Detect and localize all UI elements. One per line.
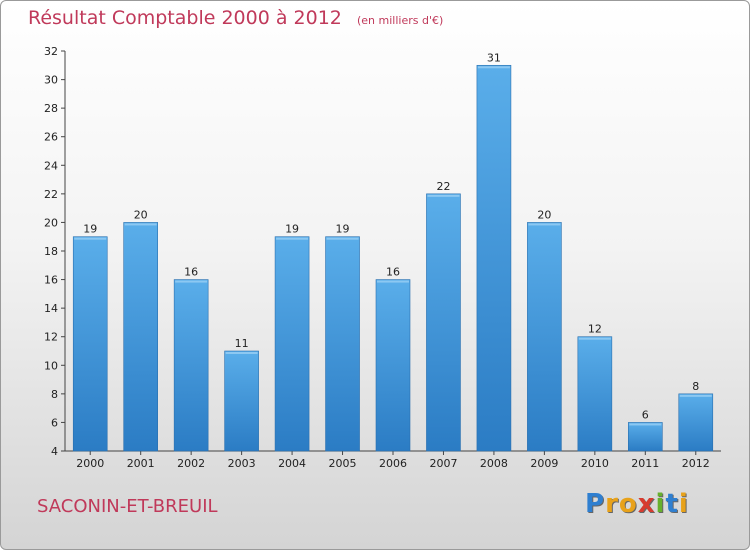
proxiti-logo: Proxiti xyxy=(585,489,689,519)
x-tick-label: 2003 xyxy=(228,457,256,470)
x-tick-label: 2010 xyxy=(581,457,609,470)
bar xyxy=(527,222,562,452)
bar xyxy=(628,422,663,452)
y-tick-label: 24 xyxy=(44,159,58,172)
bar-highlight xyxy=(124,223,157,226)
bar-highlight xyxy=(276,237,309,240)
bar-highlight xyxy=(225,352,258,354)
bar xyxy=(173,279,209,452)
bar xyxy=(476,64,512,452)
x-tick-label: 2011 xyxy=(631,457,659,470)
logo-letter: P xyxy=(585,489,606,519)
y-tick-label: 8 xyxy=(51,388,58,401)
bar-highlight xyxy=(175,280,208,283)
logo-letter: i xyxy=(655,489,666,519)
bar-highlight xyxy=(679,394,712,397)
x-tick-label: 2007 xyxy=(429,457,457,470)
bar-value-label: 19 xyxy=(336,223,350,236)
x-tick-label: 2008 xyxy=(480,457,508,470)
bar xyxy=(274,236,310,452)
logo-letter: t xyxy=(665,489,679,519)
bar-highlight xyxy=(326,237,359,240)
bar xyxy=(325,236,360,452)
bar-highlight xyxy=(578,337,611,340)
bar xyxy=(426,193,461,452)
y-tick-label: 30 xyxy=(44,74,58,87)
y-tick-label: 22 xyxy=(44,188,58,201)
y-tick-label: 10 xyxy=(44,359,58,372)
y-tick-label: 4 xyxy=(51,445,58,458)
bar-highlight xyxy=(528,223,561,226)
bar xyxy=(678,393,714,452)
bar-value-label: 31 xyxy=(487,51,501,64)
bar-value-label: 16 xyxy=(184,266,198,279)
y-tick-label: 32 xyxy=(44,45,58,58)
x-tick-label: 2000 xyxy=(76,457,104,470)
bar-highlight xyxy=(74,237,107,240)
bar-value-label: 12 xyxy=(588,323,602,336)
x-tick-label: 2009 xyxy=(530,457,558,470)
logo-letter: o xyxy=(618,489,638,519)
bar xyxy=(72,236,108,452)
place-name: SACONIN-ET-BREUIL xyxy=(37,496,218,517)
y-tick-label: 18 xyxy=(44,245,58,258)
y-tick-label: 28 xyxy=(44,102,58,115)
bar-highlight xyxy=(377,280,409,283)
logo-letter: r xyxy=(605,489,619,519)
bar-value-label: 6 xyxy=(642,408,649,421)
y-tick-label: 16 xyxy=(44,274,58,287)
chart-subtitle: (en milliers d'€) xyxy=(356,14,444,27)
y-tick-label: 20 xyxy=(44,216,58,229)
y-tick-label: 12 xyxy=(44,331,58,344)
title-row: Résultat Comptable 2000 à 2012 (en milli… xyxy=(28,7,443,29)
x-tick-label: 2005 xyxy=(329,457,357,470)
bar-highlight xyxy=(477,66,510,69)
bar xyxy=(123,222,158,452)
bar-value-label: 8 xyxy=(692,380,699,393)
logo-letter: i xyxy=(678,489,689,519)
y-tick-label: 6 xyxy=(51,416,58,429)
bar-layer: 19 20 16 11 19 19 16 22 31 20 12 6 8 xyxy=(72,51,714,452)
logo-letter: x xyxy=(637,489,656,519)
x-tick-label: 2001 xyxy=(127,457,155,470)
x-tick-label: 2004 xyxy=(278,457,306,470)
bar-value-label: 19 xyxy=(285,223,299,236)
bar-value-label: 20 xyxy=(134,208,148,221)
x-tick-label: 2006 xyxy=(379,457,407,470)
bar-highlight xyxy=(629,423,662,426)
bar xyxy=(375,279,411,452)
y-tick-label: 26 xyxy=(44,131,58,144)
chart-title: Résultat Comptable 2000 à 2012 xyxy=(28,7,342,29)
bar-value-label: 16 xyxy=(386,266,400,279)
bar-value-label: 11 xyxy=(235,337,249,350)
bar-highlight xyxy=(427,194,460,197)
bar-value-label: 19 xyxy=(83,223,97,236)
bar-value-label: 22 xyxy=(436,180,450,193)
x-tick-label: 2002 xyxy=(177,457,205,470)
y-tick-label: 14 xyxy=(44,302,58,315)
x-tick-label: 2012 xyxy=(682,457,710,470)
bar-value-label: 20 xyxy=(537,208,551,221)
bar xyxy=(224,350,259,452)
bar xyxy=(577,336,613,452)
